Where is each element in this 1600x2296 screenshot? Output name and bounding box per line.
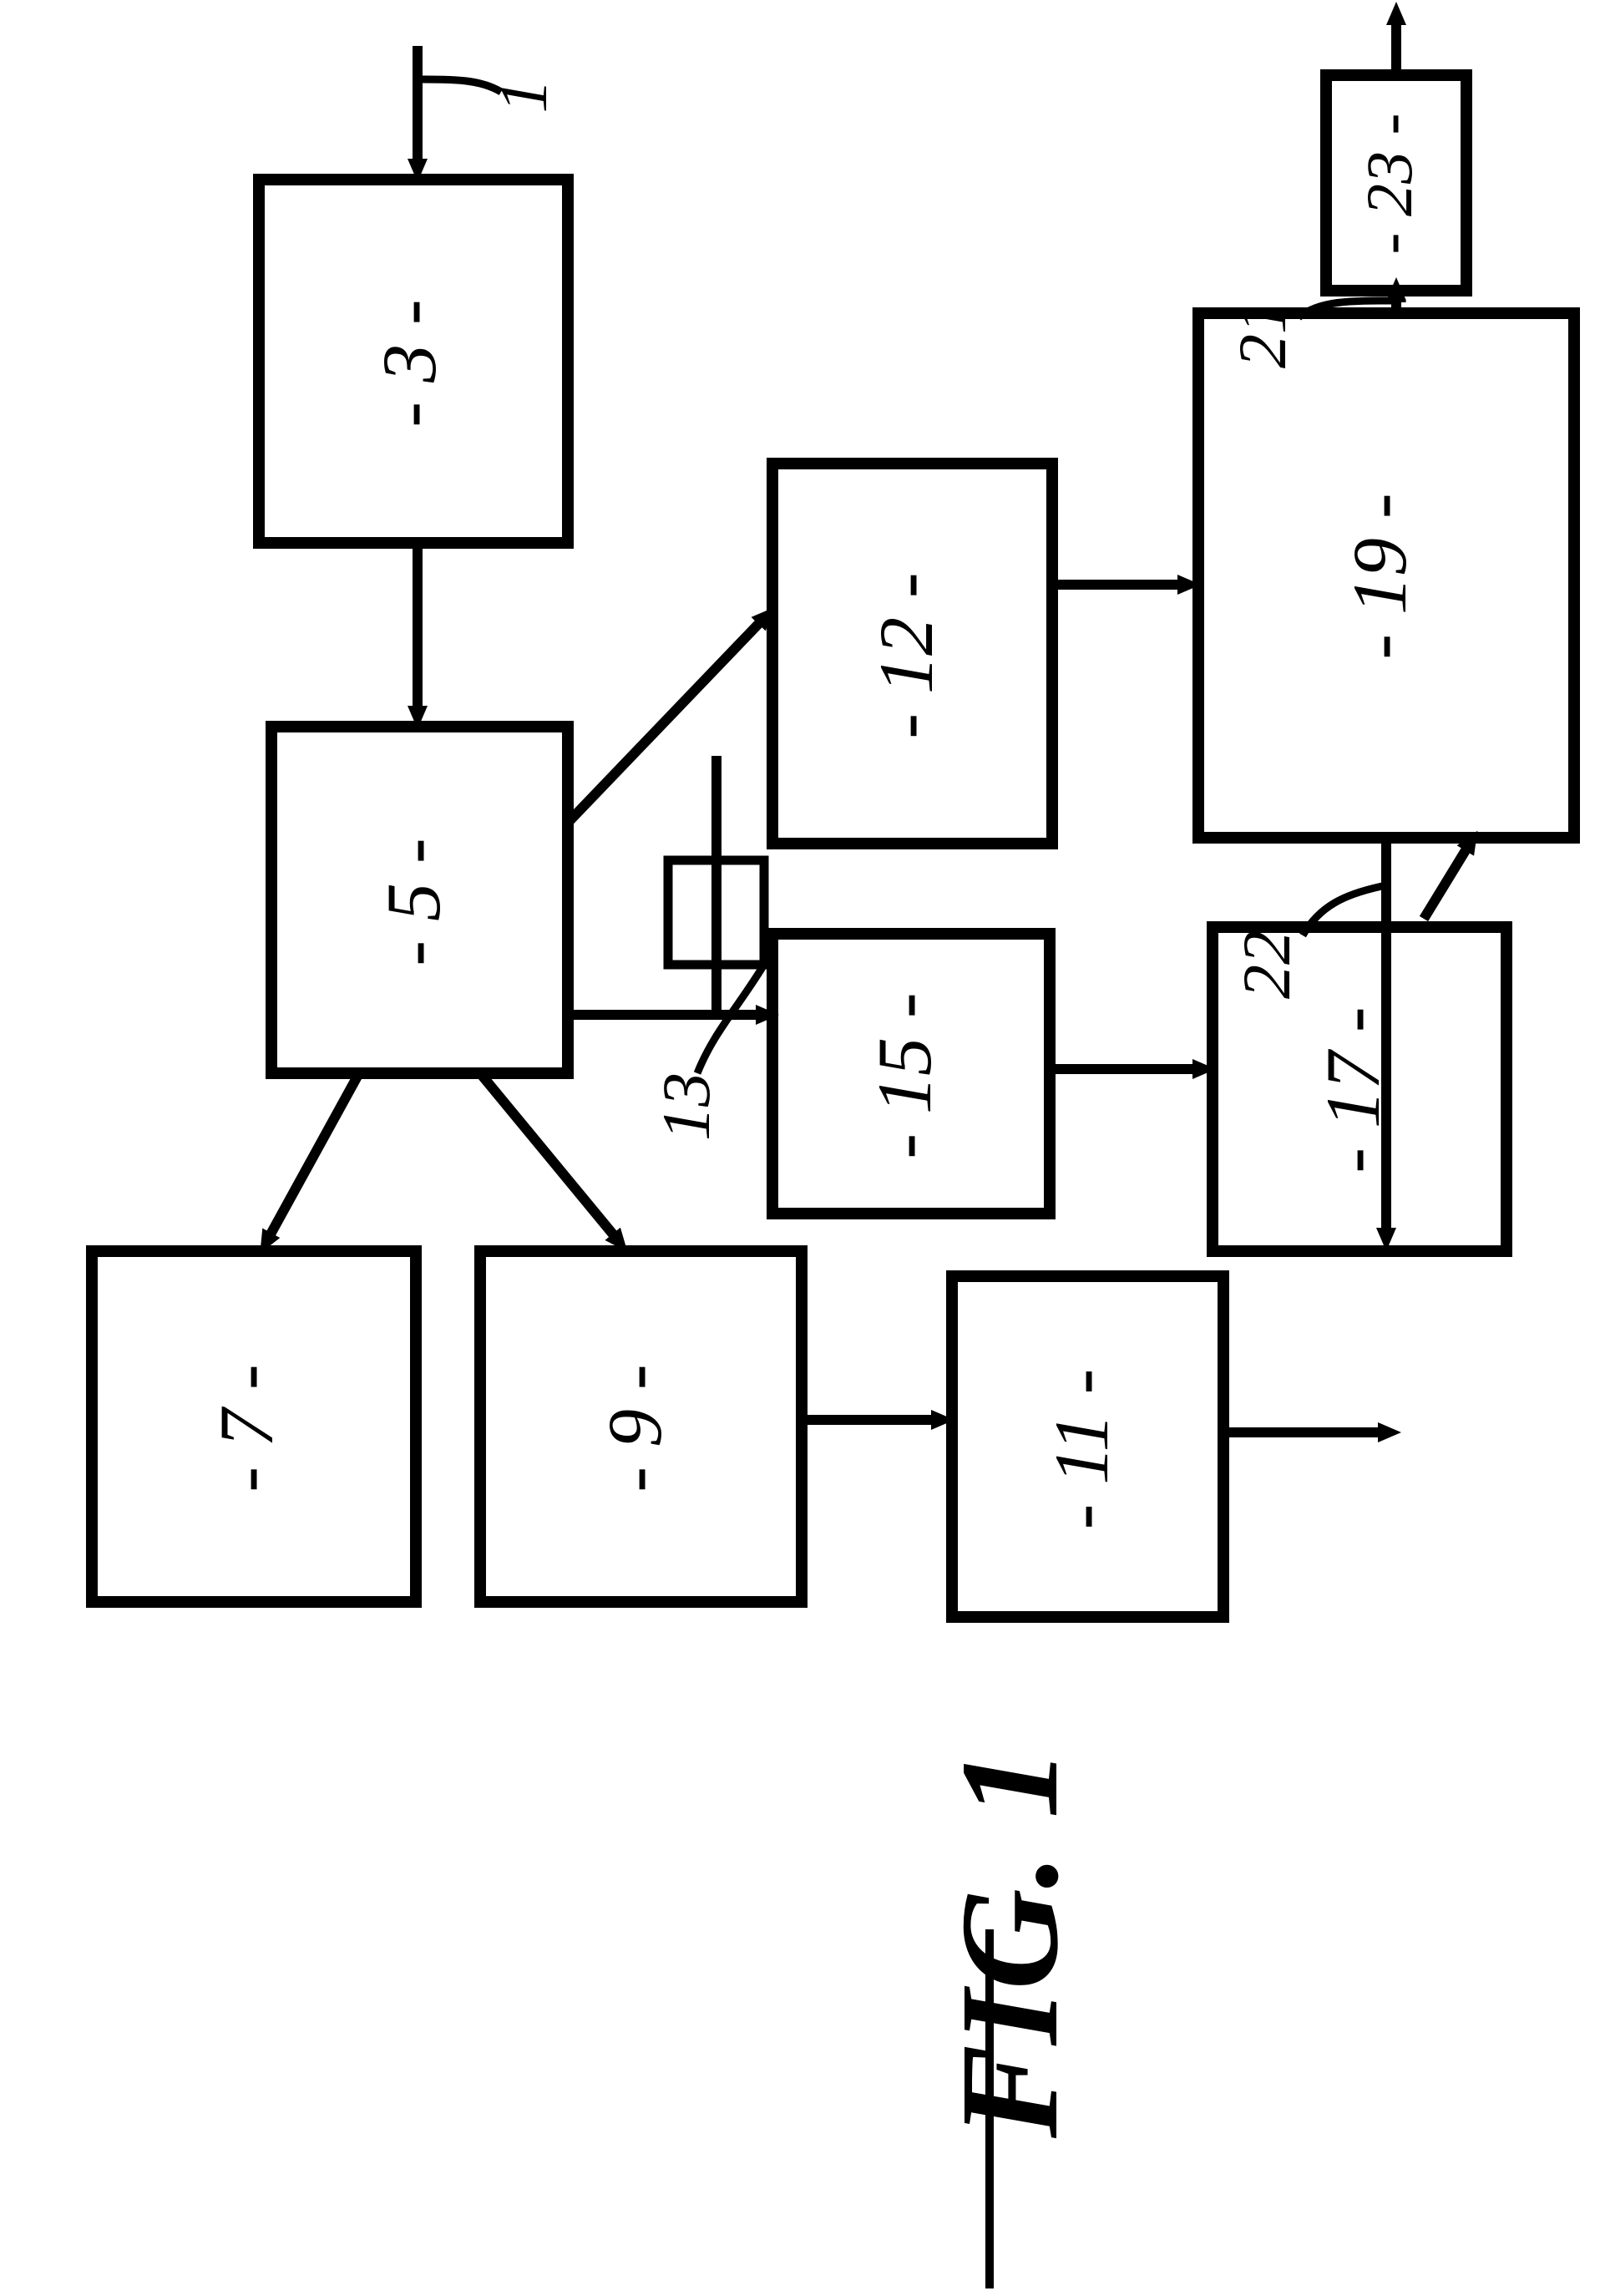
- lbl-12: - 12 -: [863, 572, 949, 738]
- lbl-15: - 15 -: [862, 992, 947, 1158]
- lbl-11: - 11 -: [1039, 1369, 1124, 1529]
- lbl-19: - 19 -: [1337, 493, 1422, 659]
- block-diagram: - 3 - - 5 - - 7 - - 9 - - 11 - - 12 - - …: [0, 0, 1600, 2296]
- lbl-3: - 3 -: [367, 299, 452, 427]
- lbl-7: - 7 -: [204, 1364, 289, 1492]
- lbl-23: - 23 -: [1353, 114, 1425, 255]
- lbl-13: 13: [648, 1072, 724, 1141]
- lbl-21: 21: [1224, 300, 1300, 368]
- lbl-1: 1: [485, 79, 561, 114]
- lbl-22: 22: [1228, 930, 1304, 999]
- lbl-17: - 17 -: [1310, 1006, 1395, 1173]
- fig-label: FIG. 1: [932, 1748, 1087, 2139]
- lbl-5: - 5 -: [371, 838, 456, 966]
- lbl-9: - 9 -: [592, 1364, 677, 1492]
